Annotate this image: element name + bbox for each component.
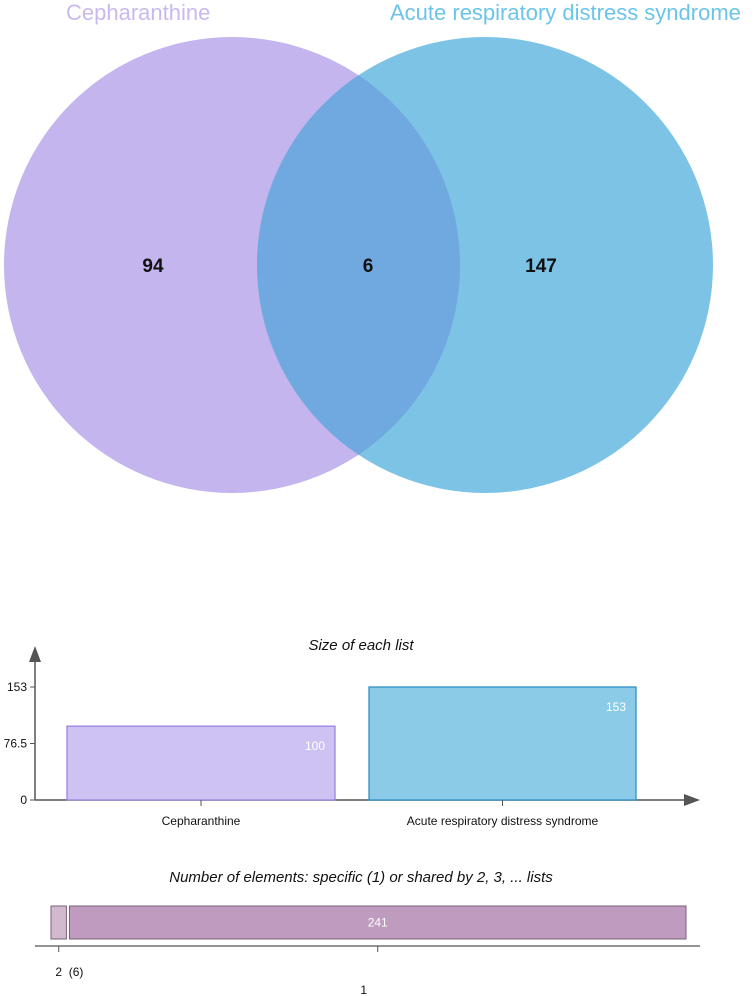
shared-chart-title: Number of elements: specific (1) or shar… — [169, 869, 553, 886]
y-axis-arrow — [29, 646, 41, 662]
segment-level-label: 2 — [55, 965, 62, 979]
venn-count-only-cepharanthine: 94 — [142, 256, 164, 277]
venn-count-shared: 6 — [363, 256, 374, 277]
x-category-label: Acute respiratory distress syndrome — [407, 814, 599, 828]
y-tick-label: 76.5 — [4, 737, 28, 751]
venn-label-cepharanthine: Cepharanthine — [66, 0, 210, 25]
y-tick-label: 153 — [7, 680, 27, 694]
stacked-segment — [68, 905, 687, 940]
shared-elements-chart: Number of elements: specific (1) or shar… — [35, 869, 700, 996]
segment-level-label: 1 — [360, 983, 367, 996]
x-axis-arrow — [684, 794, 700, 806]
segment-count-label: 241 — [368, 916, 388, 930]
segment-count-label: (6) — [69, 965, 84, 979]
y-ticks: 0 76.5 153 — [4, 680, 35, 807]
venn-intersection — [257, 75, 460, 455]
x-category-label: Cepharanthine — [162, 814, 241, 828]
bar — [368, 686, 637, 801]
bar-value-label: 100 — [305, 739, 325, 753]
bar-value-label: 153 — [606, 700, 626, 714]
list-size-chart-title: Size of each list — [308, 637, 414, 654]
stacked-segments: 2 (6) 241 1 — [50, 905, 687, 996]
stacked-segment — [50, 905, 67, 940]
list-size-chart: Size of each list 0 76.5 153 100 Cepharanth… — [4, 637, 700, 828]
venn-diagram: Cepharanthine Acute respiratory distress… — [4, 0, 741, 493]
venn-label-ards: Acute respiratory distress syndrome — [390, 0, 741, 25]
y-tick-label: 0 — [20, 793, 27, 807]
bars: 100 Cepharanthine 153 Acute respiratory dis… — [66, 686, 637, 828]
venn-count-only-ards: 147 — [525, 256, 557, 277]
bar — [66, 725, 336, 801]
